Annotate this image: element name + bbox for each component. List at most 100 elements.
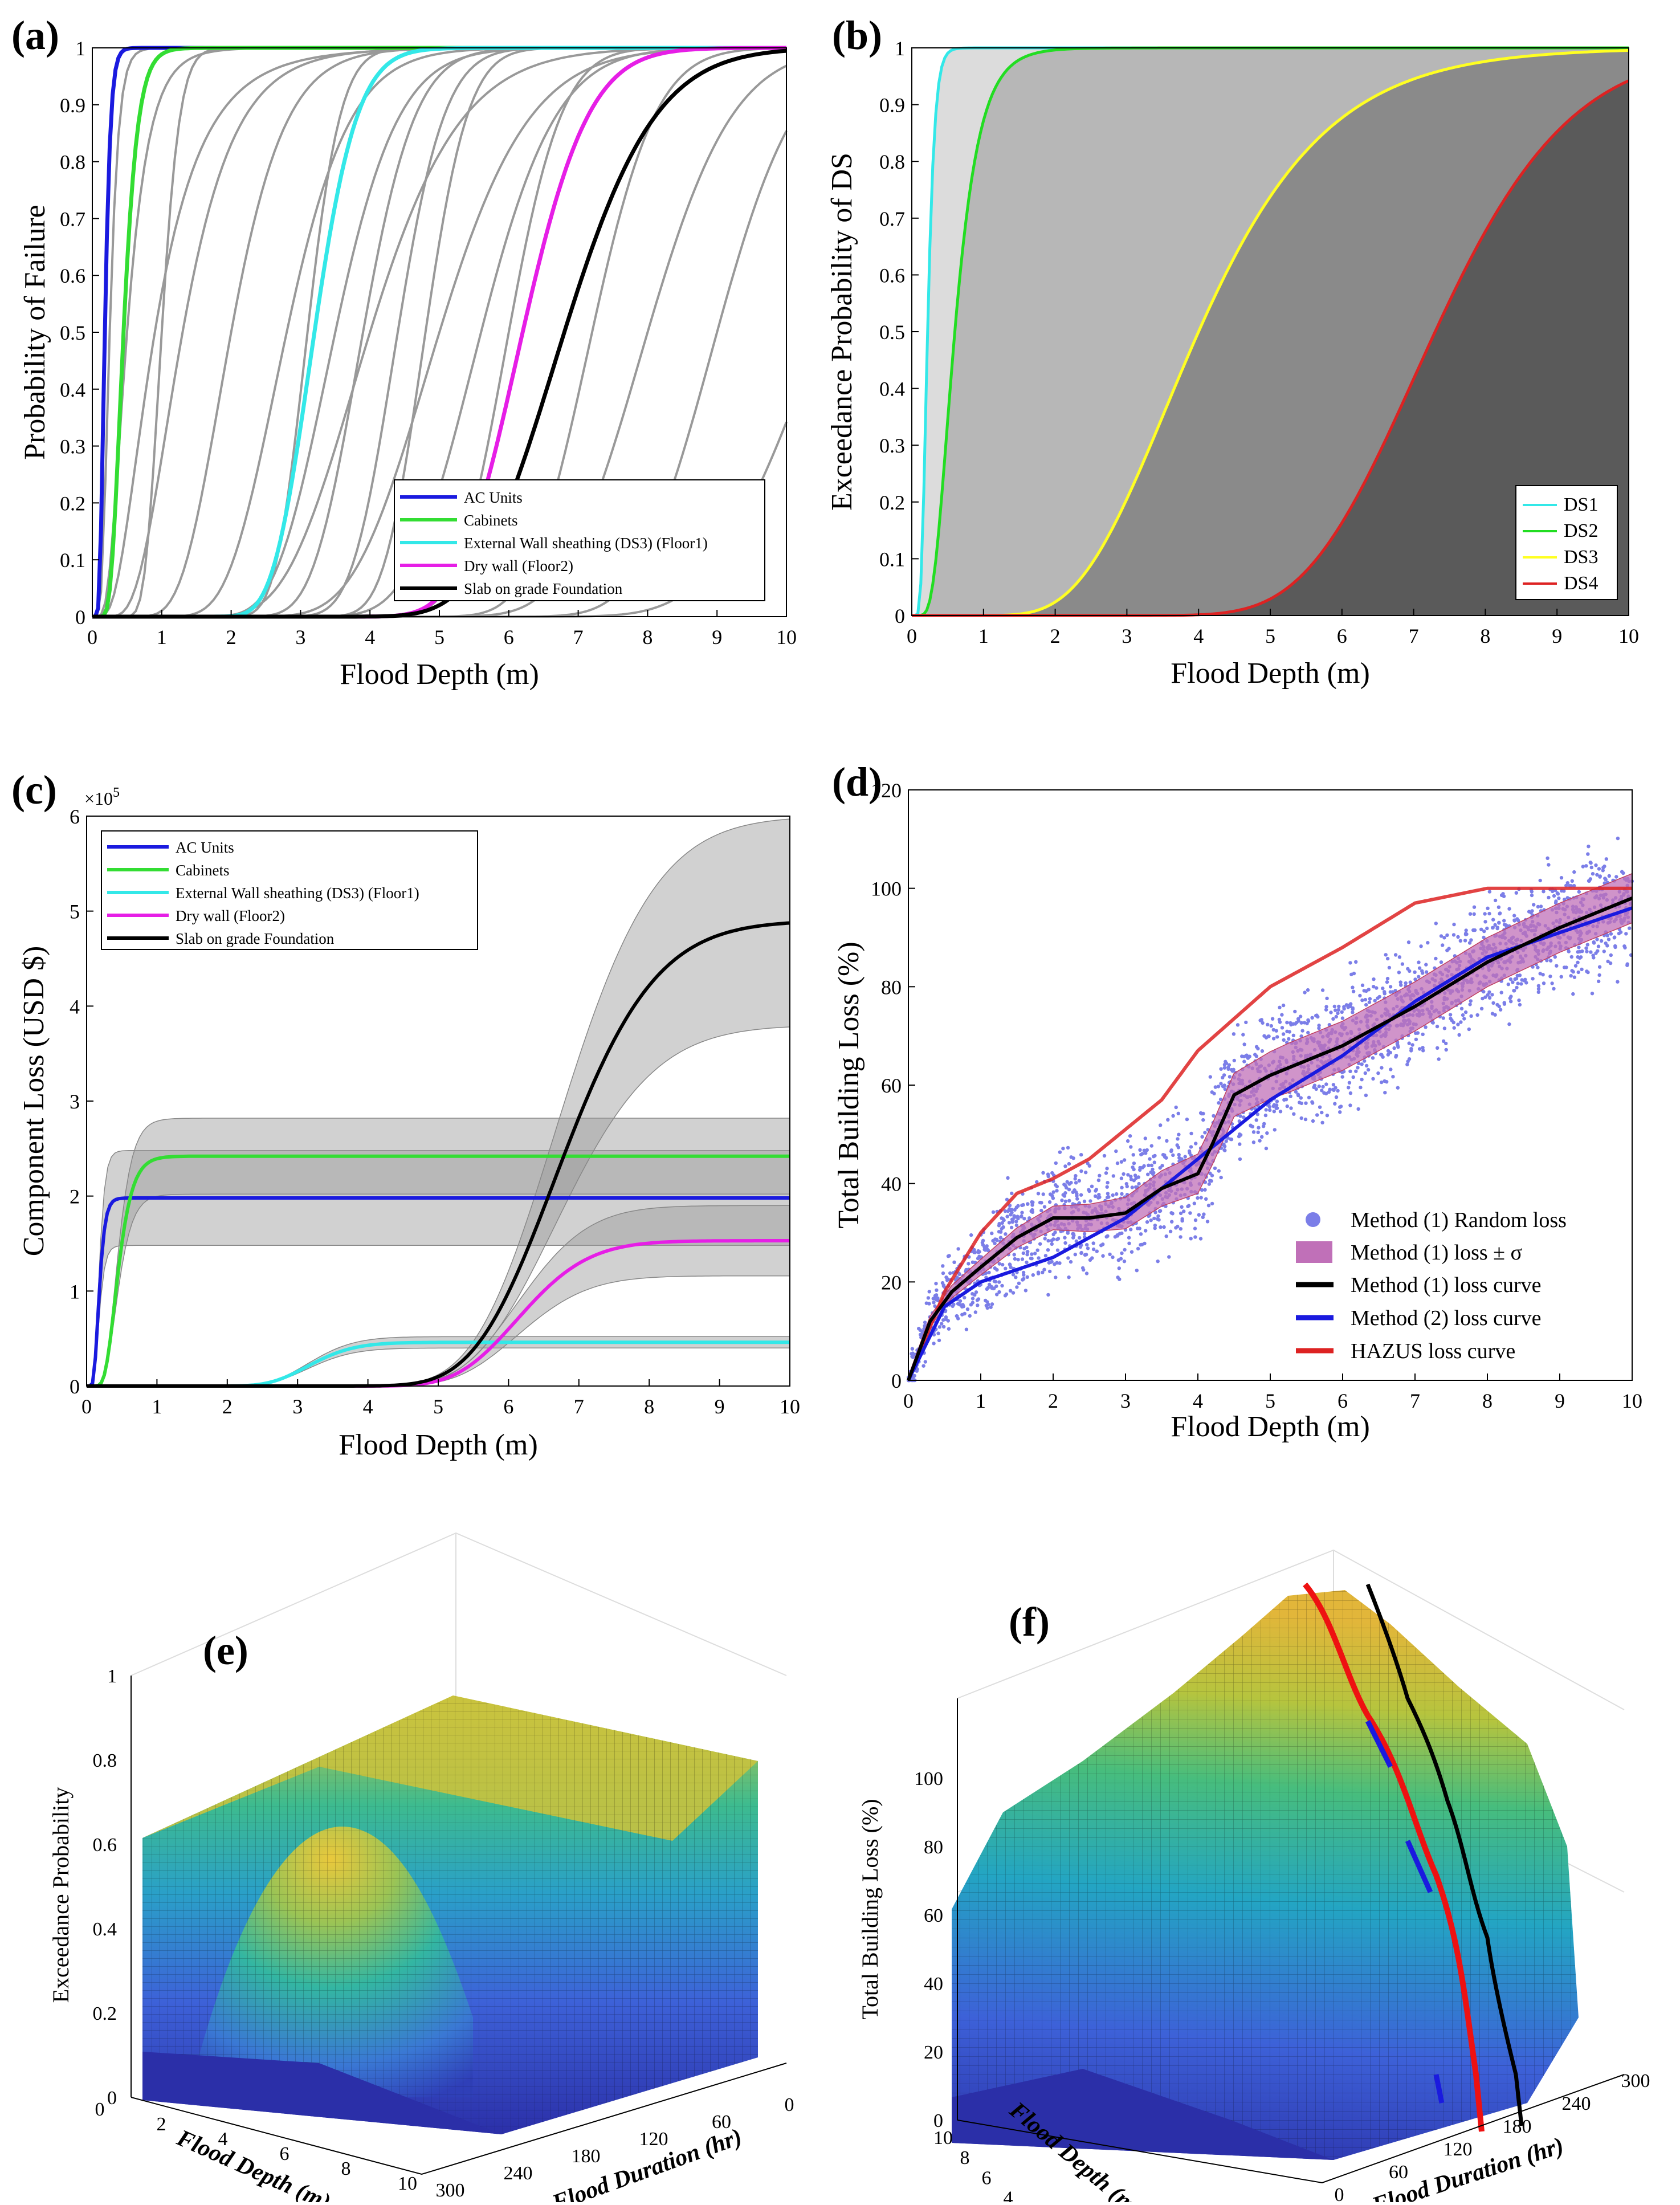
y-tick-label: 0.5 <box>60 321 85 344</box>
panel-label-e: (e) <box>203 1628 248 1673</box>
random-loss-point <box>1206 1204 1211 1208</box>
y-tick-label: 180 <box>572 2146 601 2167</box>
random-loss-point <box>1176 1224 1180 1229</box>
y-tick-label: 0.1 <box>879 548 905 570</box>
random-loss-point <box>1406 940 1411 944</box>
random-loss-point <box>1289 1022 1293 1027</box>
random-loss-point <box>1152 1155 1156 1159</box>
random-loss-point <box>1463 1010 1468 1014</box>
random-loss-point <box>1383 1079 1387 1083</box>
random-loss-point <box>1026 1202 1030 1206</box>
random-loss-point <box>1126 1173 1130 1177</box>
random-loss-point <box>1322 1091 1326 1095</box>
legend-label-curve: Method (1) loss curve <box>1351 1273 1542 1297</box>
random-loss-point <box>1136 1246 1140 1251</box>
y-tick-label: 4 <box>70 995 80 1018</box>
surface-floor-e <box>142 2052 501 2134</box>
random-loss-point <box>1417 960 1421 964</box>
random-loss-point <box>985 1244 989 1248</box>
random-loss-point <box>1508 977 1513 981</box>
random-loss-point <box>989 1305 993 1309</box>
random-loss-point <box>1122 1158 1127 1162</box>
random-loss-point <box>1571 992 1575 996</box>
random-loss-point <box>1597 973 1601 977</box>
random-loss-point <box>976 1303 980 1307</box>
random-loss-point <box>973 1310 977 1314</box>
z-tick-label: 0 <box>107 2088 117 2109</box>
random-loss-point <box>1315 1113 1319 1117</box>
random-loss-point <box>1473 928 1477 932</box>
random-loss-point <box>976 1297 981 1301</box>
random-loss-point <box>1334 1008 1338 1012</box>
random-loss-point <box>1481 996 1485 1001</box>
random-loss-point <box>1222 1143 1226 1147</box>
random-loss-point <box>1504 923 1508 928</box>
y-tick-label: 0.7 <box>879 207 905 230</box>
random-loss-point <box>1444 1041 1448 1046</box>
legend-swatch-random <box>1306 1212 1320 1227</box>
random-loss-point <box>1367 1000 1372 1004</box>
random-loss-point <box>1331 1017 1335 1021</box>
random-loss-point <box>1348 1069 1352 1073</box>
random-loss-point <box>1336 1011 1340 1016</box>
random-loss-point <box>1004 1232 1008 1236</box>
random-loss-point <box>1493 898 1498 903</box>
random-loss-point <box>1417 966 1422 970</box>
random-loss-point <box>1090 1184 1094 1188</box>
random-loss-point <box>1102 1154 1107 1158</box>
y-tick-label: 0.3 <box>879 434 905 457</box>
random-loss-point <box>1299 1021 1303 1025</box>
panel-label-c: (c) <box>11 767 57 813</box>
chart-f: 0 20 40 60 80 100 10 864 20 0 60 120 180 240 300 (f)… <box>857 1549 1650 2205</box>
random-loss-point <box>1388 990 1392 994</box>
random-loss-point <box>1324 1008 1328 1012</box>
random-loss-point <box>960 1313 964 1317</box>
x-tick-label: 10 <box>780 1395 800 1418</box>
x-tick-label: 10 <box>1618 625 1639 647</box>
random-loss-point <box>1063 1164 1067 1168</box>
random-loss-point <box>1536 990 1540 994</box>
random-loss-point <box>1105 1185 1109 1189</box>
random-loss-point <box>1101 1242 1105 1246</box>
random-loss-point <box>1075 1197 1079 1201</box>
random-loss-point <box>1333 1102 1337 1106</box>
random-loss-point <box>1602 949 1606 953</box>
random-loss-point <box>1105 1167 1109 1171</box>
x-tick-label: 2 <box>1048 1389 1058 1412</box>
random-loss-point <box>1364 1002 1368 1007</box>
random-loss-point <box>1621 871 1625 875</box>
random-loss-point <box>1546 856 1549 860</box>
random-loss-point <box>1067 1182 1071 1186</box>
chart-d: (d) 0 1 2 3 4 5 6 7 8 9 10 0 20 40 60 80 100 120 Flood D… <box>832 759 1642 1443</box>
random-loss-point <box>1035 1248 1039 1252</box>
random-loss-point <box>1174 1105 1178 1110</box>
random-loss-point <box>1541 973 1545 977</box>
random-loss-point <box>1151 1172 1155 1176</box>
random-loss-point <box>1079 1169 1083 1173</box>
random-loss-point <box>1456 935 1460 939</box>
random-loss-point <box>991 1238 995 1243</box>
x-tick-label: 7 <box>573 626 584 649</box>
x-ticks-b: 0 1 2 3 4 5 6 7 8 9 10 <box>907 609 1639 647</box>
x-tick-label: 1 <box>978 625 989 647</box>
random-loss-point <box>965 1307 970 1311</box>
random-loss-point <box>934 1293 939 1297</box>
random-loss-point <box>1205 1220 1210 1224</box>
random-loss-point <box>1496 905 1501 909</box>
legend-label-random: Method (1) Random loss <box>1351 1208 1567 1232</box>
random-loss-point <box>1536 965 1540 969</box>
random-loss-point <box>1385 956 1390 961</box>
y-tick-label: 0.8 <box>60 151 85 174</box>
random-loss-point <box>1451 1020 1455 1025</box>
random-loss-point <box>1082 1267 1086 1272</box>
random-loss-point <box>1003 1294 1008 1298</box>
random-loss-point <box>1022 1217 1026 1221</box>
random-loss-point <box>1000 1221 1004 1225</box>
random-loss-point <box>1482 929 1486 934</box>
z-tick-label: 0 <box>933 2110 943 2131</box>
random-loss-point <box>1254 1118 1258 1122</box>
random-loss-point <box>1281 1003 1286 1008</box>
random-loss-point <box>1115 1234 1120 1238</box>
random-loss-point <box>1497 921 1501 925</box>
random-loss-point <box>1609 932 1613 936</box>
